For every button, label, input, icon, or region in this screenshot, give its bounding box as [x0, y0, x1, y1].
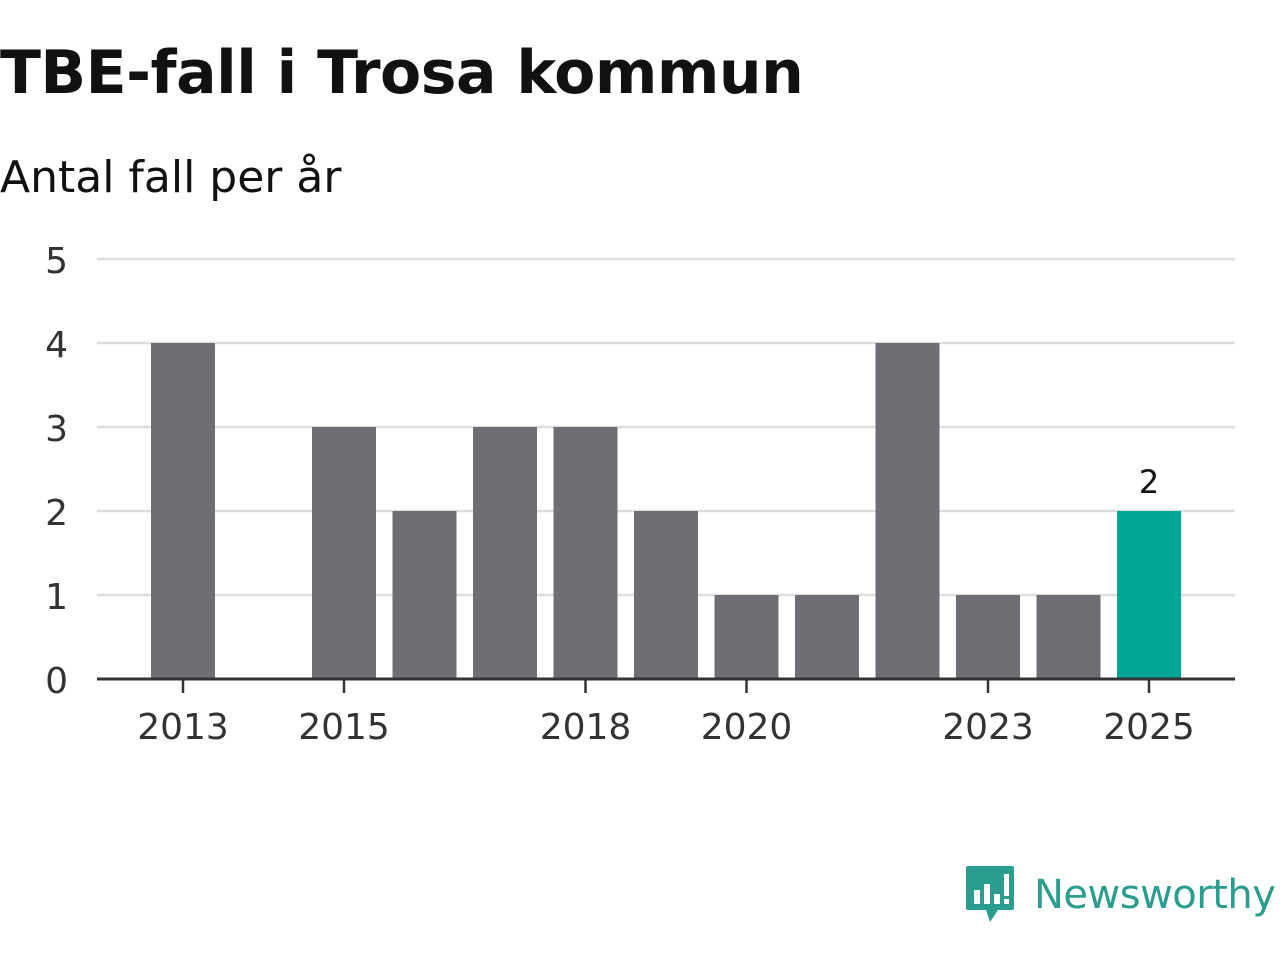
bar-2019 — [634, 511, 698, 679]
y-tick-label: 4 — [45, 325, 68, 366]
x-tick-label: 2018 — [540, 707, 632, 748]
x-tick-label: 2015 — [298, 707, 390, 748]
bar-2022 — [875, 343, 940, 679]
brand-logo: Newsworthy — [964, 864, 1276, 926]
bar-2015 — [312, 427, 376, 679]
bar-2021 — [795, 595, 859, 679]
bar-2025 — [1117, 511, 1181, 679]
bar-2020 — [714, 595, 779, 679]
x-tick-label: 2025 — [1103, 707, 1195, 748]
bar-2024 — [1036, 595, 1101, 679]
newsworthy-logo-icon — [966, 866, 1014, 922]
chart-title: TBE-fall i Trosa kommun — [0, 38, 804, 108]
y-tick-label: 1 — [45, 577, 68, 618]
x-tick-label: 2013 — [137, 707, 229, 748]
bar-2017 — [473, 427, 537, 679]
x-tick-label: 2020 — [701, 707, 793, 748]
x-tick-label: 2023 — [942, 707, 1034, 748]
chart-subtitle: Antal fall per år — [0, 152, 342, 203]
bar-2016 — [392, 511, 457, 679]
bar-2018 — [553, 427, 618, 679]
y-tick-label: 5 — [45, 241, 68, 282]
bar-2023 — [956, 595, 1020, 679]
y-tick-label: 2 — [45, 493, 68, 534]
data-label-highlight: 2 — [1139, 463, 1159, 501]
y-tick-label: 3 — [45, 409, 68, 450]
y-tick-label: 0 — [45, 661, 68, 702]
bar-2013 — [151, 343, 215, 679]
brand-name: Newsworthy — [1034, 872, 1276, 918]
